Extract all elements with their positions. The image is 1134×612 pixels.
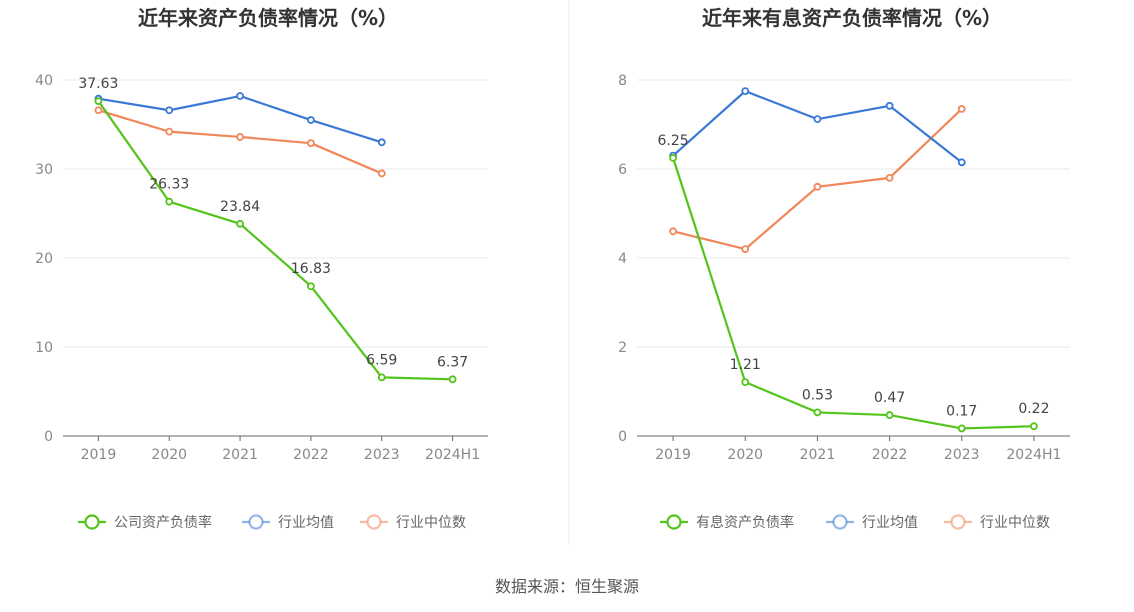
legend-item-3[interactable]: 行业中位数 bbox=[360, 514, 466, 531]
legend-label: 行业中位数 bbox=[396, 515, 466, 531]
data-label: 6.25 bbox=[657, 133, 688, 149]
chart-panel-2: 近年来有息资产负债率情况（%） 0 2 4 6 8 2019 2020 2021 2022 2023… bbox=[618, 6, 1070, 531]
data-point bbox=[813, 408, 822, 417]
data-label: 0.22 bbox=[1018, 401, 1049, 417]
x-tick-label: 2020 bbox=[151, 447, 187, 463]
data-point bbox=[307, 116, 315, 124]
legend-label: 行业中位数 bbox=[980, 515, 1050, 531]
data-point bbox=[94, 106, 103, 115]
data-point bbox=[957, 158, 966, 167]
x-tick-label: 2019 bbox=[655, 447, 691, 463]
data-label: 37.63 bbox=[78, 76, 118, 92]
data-point bbox=[741, 87, 750, 96]
y-tick-label: 30 bbox=[35, 162, 53, 178]
data-point bbox=[885, 173, 894, 182]
y-tick-label: 40 bbox=[35, 73, 53, 89]
legend-marker bbox=[950, 514, 966, 530]
x-tick-label: 2023 bbox=[364, 447, 400, 463]
data-point bbox=[165, 197, 174, 206]
data-point bbox=[669, 227, 677, 236]
y-tick-label: 8 bbox=[618, 73, 627, 89]
y-tick-label: 2 bbox=[618, 340, 627, 356]
data-point bbox=[741, 378, 750, 387]
source-note: 数据来源：恒生聚源 bbox=[495, 577, 639, 596]
series-line-1 bbox=[97, 100, 453, 381]
data-label: 0.53 bbox=[802, 387, 833, 403]
legend-item-1[interactable]: 公司资产负债率 bbox=[78, 514, 212, 531]
legend-marker bbox=[84, 514, 100, 530]
data-label: 6.59 bbox=[366, 352, 397, 368]
series-line-1 bbox=[672, 157, 1034, 430]
y-tick-label: 20 bbox=[35, 251, 53, 267]
legend-item-2[interactable]: 行业均值 bbox=[242, 514, 334, 531]
data-point bbox=[885, 101, 894, 110]
legend-label: 行业均值 bbox=[862, 515, 918, 531]
data-point bbox=[307, 282, 315, 291]
y-tick-label: 6 bbox=[618, 162, 627, 178]
series-line-3 bbox=[672, 108, 963, 251]
data-point bbox=[377, 373, 386, 382]
y-tick-label: 10 bbox=[35, 340, 53, 356]
legend-item-2[interactable]: 行业均值 bbox=[826, 514, 918, 531]
x-tick-label: 2024H1 bbox=[425, 447, 480, 463]
y-tick-label: 4 bbox=[618, 251, 627, 267]
data-label: 6.37 bbox=[437, 354, 468, 370]
data-point bbox=[957, 105, 966, 113]
data-point bbox=[813, 182, 822, 191]
data-point bbox=[94, 97, 103, 105]
data-label: 23.84 bbox=[220, 199, 260, 215]
series-line-3 bbox=[98, 109, 383, 175]
y-tick-label: 0 bbox=[44, 429, 53, 445]
data-label: 0.47 bbox=[874, 390, 905, 406]
data-point bbox=[236, 92, 244, 100]
data-point bbox=[1030, 422, 1038, 431]
data-label: 0.17 bbox=[946, 403, 977, 419]
x-tick-label: 2022 bbox=[872, 447, 908, 463]
data-label: 16.83 bbox=[291, 261, 331, 277]
data-label: 1.21 bbox=[730, 357, 761, 373]
legend-marker bbox=[248, 514, 264, 530]
data-point bbox=[165, 106, 174, 115]
x-tick-label: 2020 bbox=[727, 447, 763, 463]
chart-title: 近年来有息资产负债率情况（%） bbox=[702, 6, 1002, 30]
data-label: 26.33 bbox=[149, 177, 189, 193]
chart-title: 近年来资产负债率情况（%） bbox=[138, 6, 398, 30]
data-point bbox=[377, 138, 386, 147]
legend-marker bbox=[366, 514, 382, 530]
legend-label: 行业均值 bbox=[278, 515, 334, 531]
legend-marker bbox=[832, 514, 848, 530]
legend-marker bbox=[666, 514, 682, 530]
y-tick-label: 0 bbox=[618, 429, 627, 445]
data-point bbox=[885, 411, 894, 419]
x-tick-label: 2023 bbox=[944, 447, 980, 463]
data-point bbox=[448, 375, 457, 384]
x-tick-label: 2024H1 bbox=[1006, 447, 1061, 463]
data-point bbox=[813, 115, 822, 124]
data-point bbox=[236, 219, 244, 228]
x-tick-label: 2021 bbox=[222, 447, 258, 463]
x-tick-label: 2022 bbox=[293, 447, 329, 463]
x-tick-label: 2019 bbox=[81, 447, 117, 463]
data-point bbox=[165, 127, 174, 136]
chart-panel-1: 近年来资产负债率情况（%） 0 10 20 30 40 2019 2020 2021 2022 20… bbox=[35, 6, 488, 531]
data-point bbox=[236, 133, 244, 141]
data-point bbox=[957, 424, 966, 433]
data-point bbox=[307, 139, 315, 148]
data-point bbox=[377, 169, 386, 178]
legend-label: 公司资产负债率 bbox=[114, 514, 212, 531]
data-point bbox=[669, 153, 677, 162]
x-tick-label: 2021 bbox=[800, 447, 836, 463]
legend-label: 有息资产负债率 bbox=[696, 514, 794, 531]
legend-item-3[interactable]: 行业中位数 bbox=[944, 514, 1050, 531]
legend-item-1[interactable]: 有息资产负债率 bbox=[660, 514, 794, 531]
data-point bbox=[741, 245, 750, 254]
